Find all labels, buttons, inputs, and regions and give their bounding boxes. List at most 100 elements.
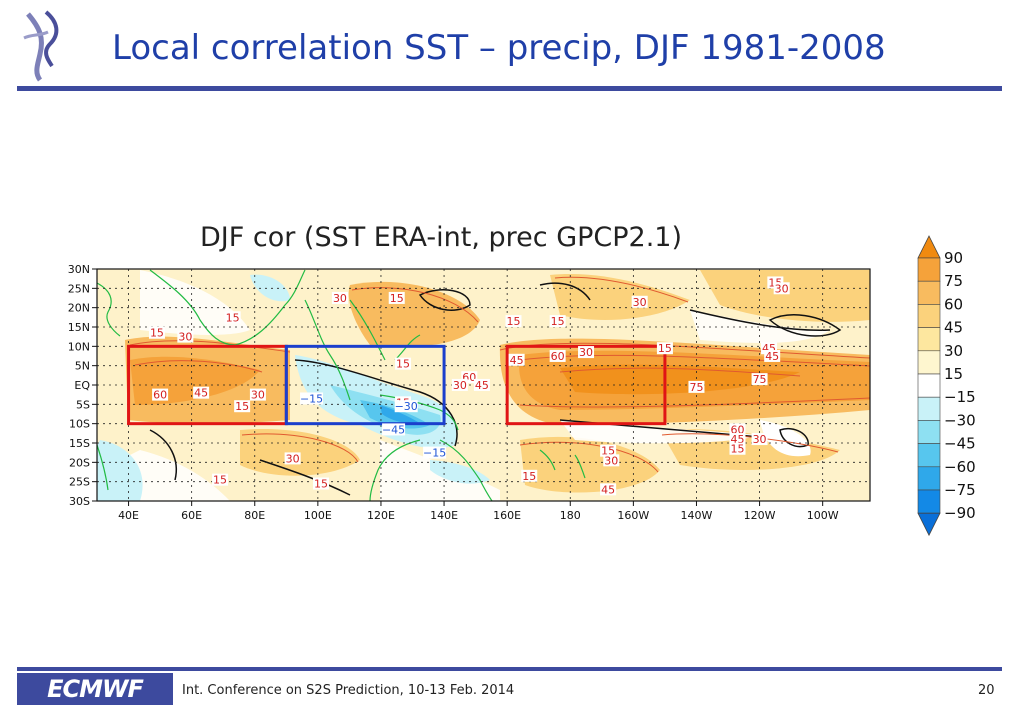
contour-label-bg	[249, 388, 266, 401]
contour-label-bg	[394, 400, 418, 413]
contour-label-bg	[177, 330, 194, 343]
colorbar-label: −30	[944, 411, 976, 429]
contour-label-bg	[388, 291, 405, 304]
contour-label-bg	[729, 423, 746, 436]
contour-label: 15	[658, 342, 672, 355]
contour-label-bg	[423, 446, 447, 459]
page-number: 20	[978, 683, 995, 698]
contour-label: 15	[396, 358, 410, 371]
x-tick-label: 40E	[118, 509, 139, 522]
contour-label-bg	[578, 346, 595, 359]
contour-label-bg	[331, 291, 348, 304]
contour-label: −15	[300, 392, 323, 405]
contour-label-bg	[603, 454, 620, 467]
colorbar-swatch	[917, 327, 941, 352]
contour-label-bg	[549, 349, 566, 362]
x-tick-label: 80E	[244, 509, 265, 522]
colorbar-label: 60	[944, 295, 963, 313]
contour-label: 15	[314, 478, 328, 491]
x-tick-label: 140E	[430, 509, 458, 522]
colorbar-label: −75	[944, 481, 976, 499]
contour-label: 15	[551, 315, 565, 328]
y-tick-label: 5S	[76, 398, 90, 411]
contour-label-bg	[152, 388, 169, 401]
contour-label-bg	[451, 378, 468, 391]
contour-label-bg	[382, 423, 406, 436]
contour-label: 30	[753, 433, 767, 446]
coastlines	[97, 269, 586, 501]
contour-label-bg	[773, 282, 790, 295]
x-tick-label: 120E	[367, 509, 395, 522]
contour-label-bg	[313, 477, 330, 490]
y-tick-label: 15N	[68, 321, 90, 334]
y-tick-label: 10N	[68, 340, 90, 353]
colorbar-swatch	[917, 466, 941, 491]
contour-label: 30	[453, 379, 467, 392]
y-tick-label: 20S	[69, 456, 90, 469]
contour-label: 15	[730, 443, 744, 456]
region-box	[284, 344, 446, 426]
contour-label-bg	[224, 311, 241, 324]
contour-label-bg	[395, 357, 412, 370]
colorbar-label: 90	[944, 249, 963, 267]
contour-label-bg	[473, 378, 490, 391]
contour-label: −45	[382, 423, 405, 436]
contour-label: 60	[551, 350, 565, 363]
contour-label-bg	[688, 380, 705, 393]
contour-label-bg	[148, 326, 165, 339]
colorbar-swatch	[917, 257, 941, 282]
contour-label-bg	[751, 433, 768, 446]
contour-label: 15	[150, 327, 164, 340]
ecmwf-emblem-icon	[23, 10, 59, 82]
colorbar-top-arrow	[917, 235, 941, 259]
ecmwf-logo-text: ECMWF	[47, 675, 144, 703]
colorbar-label: −90	[944, 504, 976, 522]
contour-label-bg	[549, 315, 566, 328]
colorbar-bottom-arrow	[917, 512, 941, 537]
contour-label-bg	[508, 353, 525, 366]
x-tick-label: 160W	[617, 509, 649, 522]
x-tick-label: 180	[560, 509, 581, 522]
colorbar-swatch	[917, 304, 941, 328]
header-divider	[17, 86, 1002, 91]
contour-label: 15	[506, 315, 520, 328]
contour-label: 30	[178, 331, 192, 344]
x-tick-label: 100W	[807, 509, 839, 522]
contour-label: −15	[423, 447, 446, 460]
chart-title: DJF cor (SST ERA-int, prec GPCP2.1)	[200, 222, 683, 253]
contour-label-bg	[600, 444, 617, 457]
contour-label-bg	[300, 392, 324, 405]
x-tick-label: 100E	[304, 509, 332, 522]
contour-label-bg	[284, 452, 301, 465]
y-tick-label: 30N	[68, 263, 90, 276]
contour-label: 15	[235, 400, 249, 413]
colorbar-label: −15	[944, 388, 976, 406]
y-tick-label: 20N	[68, 302, 90, 315]
slide-title: Local correlation SST – precip, DJF 1981…	[112, 28, 886, 68]
contour-label-bg	[521, 469, 538, 482]
contour-label-bg	[729, 433, 746, 446]
contour-label: 45	[510, 354, 524, 367]
contour-label: 15	[522, 470, 536, 483]
contour-label: 30	[775, 282, 789, 295]
footer-conference-text: Int. Conference on S2S Prediction, 10-13…	[182, 683, 515, 698]
colorbar-label: 75	[944, 272, 963, 290]
contour-label: 60	[153, 389, 167, 402]
contour-label-bg	[729, 442, 746, 455]
contour-label-bg	[656, 342, 673, 355]
contour-label: 75	[753, 373, 767, 386]
contour-label-bg	[631, 295, 648, 308]
colorbar-label: 15	[944, 365, 963, 383]
x-tick-label: 160E	[493, 509, 521, 522]
y-tick-label: 10S	[69, 418, 90, 431]
colorbar-swatch	[917, 280, 941, 305]
y-tick-label: 15S	[69, 437, 90, 450]
contour-label-bg	[764, 349, 781, 362]
contour-label: 45	[475, 379, 489, 392]
contour-label-bg	[212, 473, 229, 486]
y-tick-label: EQ	[74, 379, 90, 392]
y-tick-label: 5N	[75, 360, 90, 373]
contour-label-bg	[193, 386, 210, 399]
contour-label: 45	[194, 387, 208, 400]
contour-label: 45	[601, 483, 615, 496]
